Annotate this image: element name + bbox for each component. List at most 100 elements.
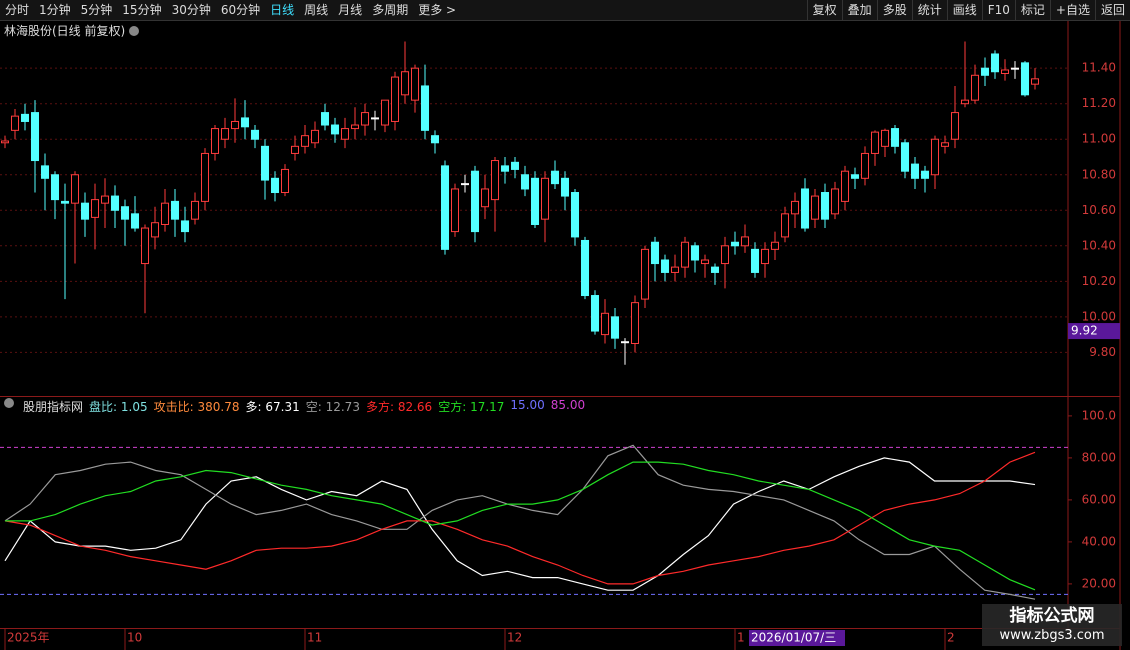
tool-button[interactable]: 多股 (876, 0, 912, 20)
indicator-line (5, 461, 1036, 591)
candle-body (1001, 69, 1009, 75)
tool-button[interactable]: +自选 (1049, 0, 1095, 20)
candle-body (841, 170, 849, 202)
candle-body (941, 142, 949, 147)
tool-button[interactable]: F10 (981, 0, 1015, 20)
y-tick-label: 20.00 (1082, 576, 1116, 590)
tool-button[interactable]: 返回 (1094, 0, 1130, 20)
candle-body (701, 259, 709, 265)
candle-body (171, 200, 179, 220)
candle-body (131, 213, 139, 229)
candle-body (71, 174, 79, 204)
candle-body (341, 128, 349, 140)
candle-body (231, 120, 239, 130)
indicator-line (4, 451, 1036, 585)
collapse-icon[interactable] (4, 398, 14, 408)
period-tab[interactable]: 更多 > (418, 3, 457, 17)
period-tab[interactable]: 日线 (270, 3, 295, 17)
watermark-title: 指标公式网 (1009, 606, 1095, 626)
tool-button[interactable]: 画线 (946, 0, 982, 20)
candle-body (891, 128, 899, 147)
candle-body (991, 53, 999, 73)
period-tab[interactable]: 30分钟 (171, 3, 211, 17)
legend-entry: 空: 12.73 (306, 398, 360, 415)
candle-body (281, 168, 289, 194)
tool-buttons: 复权 叠加 多股 统计 画线 F10 标记 +自选 返回 (806, 0, 1130, 20)
y-tick-label: 9.80 (1089, 345, 1116, 359)
candle-body (921, 170, 929, 179)
crosshair-date: 2026/01/07/三 (751, 631, 836, 645)
y-tick-label: 80.00 (1082, 450, 1116, 464)
candle-body (1031, 78, 1039, 85)
indicator-line (4, 444, 1036, 600)
tool-button[interactable]: 标记 (1014, 0, 1050, 20)
candle-body (761, 248, 769, 265)
y-tick-label: 60.00 (1082, 492, 1116, 506)
candle-body (121, 206, 129, 220)
toolbar: 分时 1分钟 5分钟 15分钟 30分钟 60分钟 日线 周线 月线 多周期 更多 > 复权 叠加 多股统… (0, 0, 1130, 21)
candle-body (361, 112, 369, 126)
candle-body (811, 195, 819, 220)
candle-body (731, 241, 739, 247)
candle-body (901, 142, 909, 172)
period-tab[interactable]: 月线 (338, 3, 363, 17)
y-tick-label: 10.60 (1082, 203, 1116, 217)
candle-body (621, 341, 629, 344)
candle-body (871, 131, 879, 154)
candle-body (521, 174, 529, 190)
candle-body (571, 192, 579, 238)
watermark-url: www.zbgs3.com (999, 628, 1105, 643)
candle-body (781, 213, 789, 238)
candle-body (971, 74, 979, 101)
candle-body (931, 138, 939, 176)
period-tab[interactable]: 60分钟 (220, 3, 261, 17)
candle-body (601, 312, 609, 336)
candle-body (631, 302, 639, 344)
candle-body (911, 163, 919, 179)
tool-button[interactable]: 叠加 (841, 0, 877, 20)
period-tab[interactable]: 多周期 (372, 3, 409, 17)
candle-body (421, 85, 429, 131)
candle-body (851, 174, 859, 179)
series-last: 12.73 (325, 400, 360, 414)
candle-body (581, 239, 589, 297)
series-name: 多方: (365, 400, 394, 414)
candle-body (21, 113, 29, 122)
stat-name: 攻击比: (153, 400, 194, 414)
period-tab[interactable]: 周线 (304, 3, 329, 17)
period-tab[interactable]: 5分钟 (80, 3, 113, 17)
series-last: 82.66 (397, 400, 433, 414)
y-tick-label: 11.00 (1082, 132, 1116, 146)
y-tick-label: 11.20 (1082, 96, 1116, 110)
period-tab[interactable]: 分时 (5, 3, 30, 17)
candle-body (331, 124, 339, 135)
candle-body (51, 174, 59, 201)
candle-body (211, 128, 219, 154)
candle-body (11, 115, 19, 131)
candle-body (61, 200, 69, 204)
candle-body (981, 67, 989, 76)
candle-body (821, 192, 829, 220)
crosshair-date-bg (749, 630, 845, 646)
candle-body (41, 165, 49, 179)
period-tab[interactable]: 1分钟 (39, 3, 71, 17)
tool-button[interactable]: 统计 (911, 0, 947, 20)
candle-body (291, 145, 299, 154)
y-tick-label: 10.00 (1082, 309, 1116, 323)
series-name: 空方: (438, 400, 467, 414)
candle-body (411, 67, 419, 101)
candle-body (221, 128, 229, 140)
tool-button[interactable]: 复权 (806, 0, 842, 20)
candle-body (151, 222, 159, 238)
candle-body (1021, 62, 1029, 96)
period-tab[interactable]: 15分钟 (122, 3, 162, 17)
date-label: 1 (737, 631, 745, 645)
dropdown-icon[interactable] (129, 26, 140, 36)
candle-body (661, 259, 669, 273)
candle-body (91, 199, 99, 218)
candle-body (311, 129, 319, 144)
candle-body (671, 266, 679, 273)
indicator-name: 股朋指标网 (23, 400, 84, 414)
